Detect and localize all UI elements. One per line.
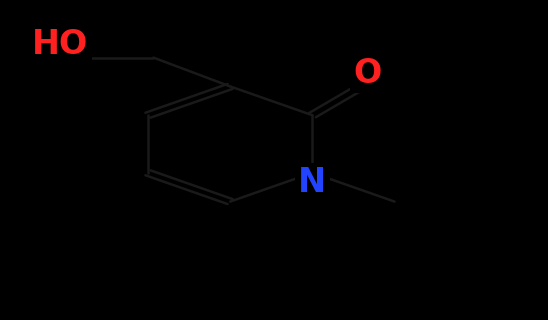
Text: N: N bbox=[298, 166, 327, 199]
Text: O: O bbox=[353, 57, 381, 90]
Text: HO: HO bbox=[32, 28, 88, 61]
